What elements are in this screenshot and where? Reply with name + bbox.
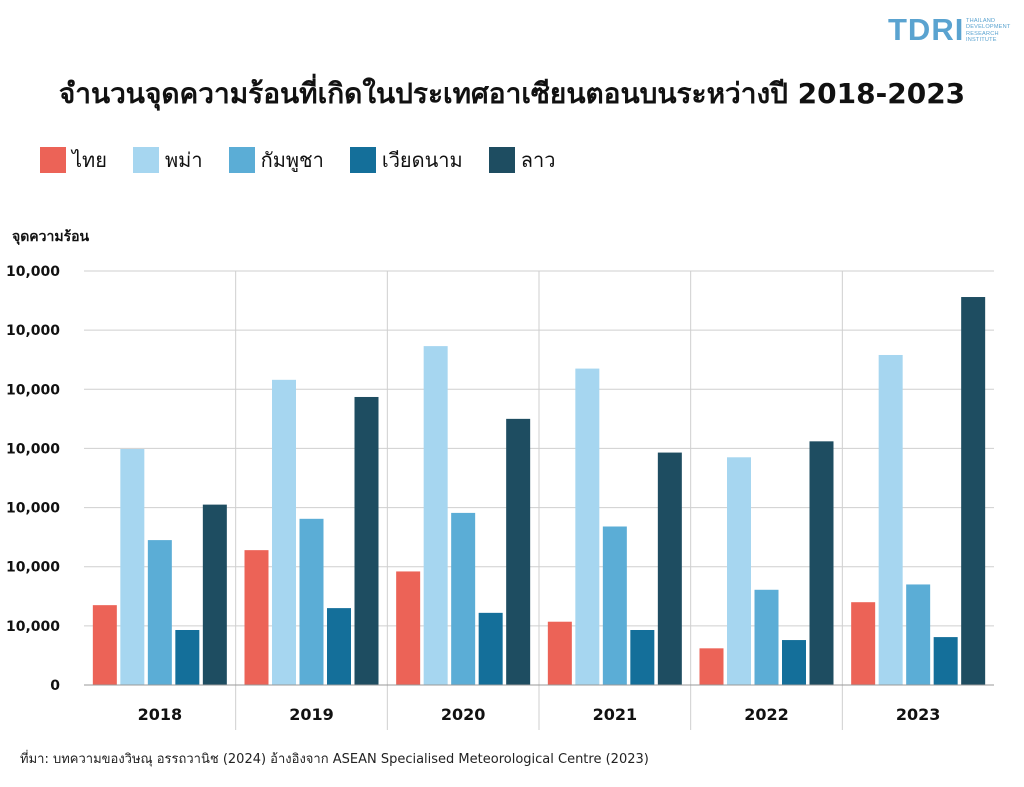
logo-subtitle-line: THAILAND — [966, 18, 996, 24]
bar — [630, 629, 655, 685]
legend-item: พม่า — [132, 144, 203, 176]
bar-chart: 0 10,000 10,000 10,000 10,000 10,000 10,000 10,… — [6, 264, 994, 730]
legend-swatch — [228, 147, 255, 173]
x-tick-label: 2019 — [289, 705, 334, 724]
y-tick-label: 10,000 — [6, 560, 60, 576]
bar — [782, 640, 806, 685]
tdri-logo: TDRI THAILAND DEVELOPMENT RESEARCH INSTI… — [888, 12, 1010, 50]
legend-label: พม่า — [164, 148, 203, 172]
legend-label: กัมพูชา — [260, 148, 324, 172]
y-tick-label: 0 — [50, 678, 60, 694]
legend-label: ลาว — [520, 148, 556, 172]
bar — [727, 457, 751, 685]
logo-subtitle-line: DEVELOPMENT — [966, 24, 1011, 31]
bar — [575, 368, 600, 685]
legend-label: เวียดนาม — [381, 148, 463, 172]
bar — [244, 550, 269, 685]
y-axis-label: จุดความร้อน — [12, 229, 90, 245]
legend-item: ลาว — [488, 144, 556, 176]
bar — [272, 379, 296, 685]
bar — [506, 418, 531, 685]
bar — [657, 452, 682, 685]
bar — [547, 621, 572, 685]
bar — [451, 512, 476, 685]
legend-item: เวียดนาม — [349, 144, 463, 176]
chart-title: จำนวนจุดความร้อนที่เกิดในประเทศอาเซียนตอ… — [58, 77, 966, 110]
bar — [327, 608, 351, 685]
logo-subtitle-line: INSTITUTE — [966, 37, 997, 44]
legend-item: ไทย — [40, 144, 107, 176]
bar — [906, 584, 931, 685]
legend-item: กัมพูชา — [228, 144, 324, 176]
chart-legend: ไทย พม่า กัมพูชา เวียดนาม ลาว — [40, 146, 581, 174]
bar — [396, 571, 421, 685]
x-tick-label: 2020 — [441, 705, 486, 724]
y-tick-label: 10,000 — [6, 441, 60, 457]
y-tick-label: 10,000 — [6, 323, 60, 339]
bar — [202, 504, 227, 685]
x-tick-label: 2022 — [744, 705, 789, 724]
bar — [602, 526, 627, 685]
logo-subtitle: THAILAND DEVELOPMENT RESEARCH INSTITUTE — [966, 18, 1010, 44]
logo-text: TDRI — [888, 12, 965, 47]
bar — [699, 648, 724, 685]
bar — [933, 637, 958, 685]
x-tick-label: 2023 — [896, 705, 941, 724]
y-tick-label: 10,000 — [6, 264, 60, 280]
x-tick-label: 2018 — [138, 705, 183, 724]
y-tick-label: 10,000 — [6, 501, 60, 517]
y-tick-label: 10,000 — [6, 619, 60, 635]
bar — [175, 629, 200, 685]
legend-swatch — [132, 147, 159, 173]
y-tick-label: 10,000 — [6, 382, 60, 398]
bar — [754, 589, 779, 685]
legend-label: ไทย — [72, 148, 107, 172]
bar — [478, 612, 503, 685]
logo-subtitle-line: RESEARCH — [966, 30, 999, 37]
legend-swatch — [40, 147, 66, 173]
bar — [809, 441, 834, 685]
x-tick-label: 2021 — [593, 705, 638, 724]
bar — [851, 602, 876, 685]
bar — [878, 354, 903, 685]
bar — [354, 396, 379, 685]
bar — [147, 540, 172, 685]
legend-swatch — [488, 147, 515, 173]
bar — [299, 518, 324, 685]
bar — [120, 449, 145, 685]
source-note: ที่มา: บทความของวิษณุ อรรถวานิช (2024) อ… — [20, 752, 649, 767]
bar — [92, 605, 117, 685]
legend-swatch — [349, 147, 376, 173]
bar — [423, 346, 448, 685]
bar — [961, 297, 986, 685]
